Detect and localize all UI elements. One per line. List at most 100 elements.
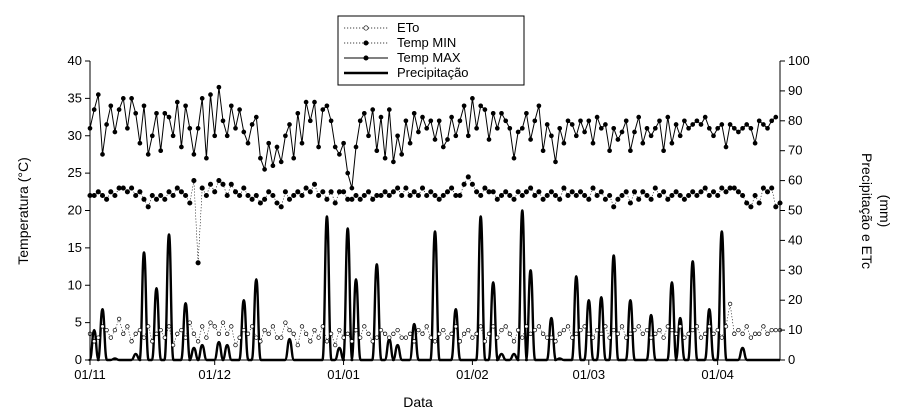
- series-eto-point: [154, 331, 159, 336]
- series-eto-point: [279, 335, 284, 340]
- series-eto-point: [283, 320, 288, 325]
- series-temp-max-point: [461, 103, 467, 109]
- series-temp-min-point: [332, 200, 338, 206]
- series-temp-max-point: [120, 96, 126, 101]
- series-temp-max-point: [553, 159, 558, 165]
- series-temp-min-point: [120, 185, 126, 191]
- series-temp-max-point: [702, 114, 708, 120]
- series-temp-min-point: [220, 181, 226, 187]
- series-temp-max-point: [731, 125, 737, 131]
- series-eto-point: [146, 324, 151, 329]
- series-temp-max-point: [208, 92, 213, 97]
- series-eto-point: [482, 339, 488, 344]
- series-eto-point: [358, 335, 363, 340]
- series-eto-point: [553, 339, 558, 344]
- series-temp-min-point: [540, 196, 546, 202]
- series-temp-min-point: [299, 192, 305, 199]
- y-right-tick-label: 70: [788, 143, 802, 158]
- series-temp-min-point: [710, 189, 717, 195]
- series-temp-min-point: [212, 189, 218, 195]
- series-temp-max-point: [748, 125, 754, 131]
- series-temp-max-point: [532, 118, 538, 124]
- series-temp-min-point: [760, 185, 766, 191]
- series-eto-point: [96, 335, 101, 340]
- series-eto-point: [686, 331, 691, 336]
- series-temp-max-point: [478, 103, 484, 109]
- series-temp-min-point: [773, 204, 779, 210]
- series-temp-min-point: [586, 196, 592, 202]
- series-temp-min-point: [249, 196, 255, 202]
- series-temp-min-point: [607, 192, 613, 199]
- series-temp-min-point: [382, 189, 388, 195]
- series-temp-max-point: [698, 122, 704, 127]
- series-eto-point: [137, 327, 143, 333]
- series-temp-max-point: [145, 152, 151, 157]
- series-temp-min-point: [494, 196, 500, 202]
- series-temp-max-point: [594, 114, 600, 120]
- series-temp-min-point: [145, 204, 151, 210]
- series-temp-max-point: [632, 129, 637, 135]
- series-temp-min-point: [507, 192, 513, 199]
- series-temp-max-point: [166, 114, 172, 120]
- series-temp-max-point: [549, 133, 554, 139]
- series-temp-max-point: [752, 140, 758, 146]
- series-temp-min-point: [419, 185, 426, 191]
- series-temp-min-point: [686, 192, 692, 199]
- series-temp-max-point: [179, 144, 184, 150]
- series-eto-point: [241, 327, 246, 333]
- series-temp-min-point: [474, 189, 480, 195]
- series-temp-min-point: [407, 192, 413, 199]
- series-eto-point: [603, 324, 608, 329]
- series-temp-max-point: [303, 99, 309, 105]
- series-eto-point: [495, 335, 500, 340]
- series-eto-point: [249, 324, 255, 329]
- series-eto-point: [374, 335, 379, 340]
- axes: 0 5 10 15 20 25 30 35 40 0 10 20 30 40 50 60 70 80 90 100 01…: [68, 53, 810, 382]
- series-eto-point: [378, 327, 384, 333]
- series-temp-max-point: [195, 125, 201, 131]
- series-temp-max-point: [133, 110, 139, 116]
- series-temp-min-point: [129, 185, 135, 191]
- series-temp-max-point: [291, 155, 297, 161]
- series-temp-min-point: [519, 192, 525, 199]
- series-temp-max-point: [598, 125, 604, 131]
- series-temp-min-point: [141, 196, 147, 202]
- y-left-tick-label: 15: [68, 240, 82, 255]
- series-temp-min-point: [681, 196, 687, 202]
- series-eto-point: [166, 324, 172, 329]
- series-temp-max-point: [337, 152, 342, 157]
- series-temp-min-point: [731, 185, 737, 191]
- series-temp-min-point: [282, 189, 288, 195]
- series-temp-min-point: [744, 200, 750, 206]
- series-eto-point: [673, 331, 679, 336]
- series-temp-min-point: [153, 196, 160, 202]
- y-right-tick-label: 100: [788, 53, 810, 68]
- series-temp-min-point: [195, 260, 201, 266]
- series-eto-point: [619, 324, 625, 329]
- series-temp-max-point: [723, 144, 729, 150]
- series-eto-point: [100, 324, 105, 329]
- series-eto-point: [200, 324, 205, 329]
- series-eto-point: [141, 335, 147, 340]
- series-eto-point: [416, 327, 421, 333]
- series-temp-min-point: [386, 192, 392, 199]
- series-eto-point: [341, 335, 346, 340]
- series-temp-max-point: [474, 125, 479, 131]
- series-temp-min-point: [349, 196, 355, 202]
- legend-marker-temp-min: [363, 40, 369, 46]
- series-eto-point: [474, 331, 479, 336]
- series-temp-min-point: [694, 192, 700, 199]
- series-eto-point: [615, 331, 621, 336]
- series-eto-point: [204, 335, 209, 340]
- series-eto-point: [407, 331, 413, 336]
- series-eto-point: [723, 324, 729, 329]
- series-temp-max-point: [519, 125, 525, 131]
- x-tick-label: 01/04: [701, 367, 734, 382]
- series-temp-max-point: [536, 103, 542, 109]
- series-temp-min-point: [706, 192, 712, 199]
- series-temp-min-point: [490, 189, 496, 195]
- series-eto-point: [245, 331, 251, 336]
- series-eto-point: [769, 327, 774, 333]
- series-temp-min-point: [266, 189, 272, 195]
